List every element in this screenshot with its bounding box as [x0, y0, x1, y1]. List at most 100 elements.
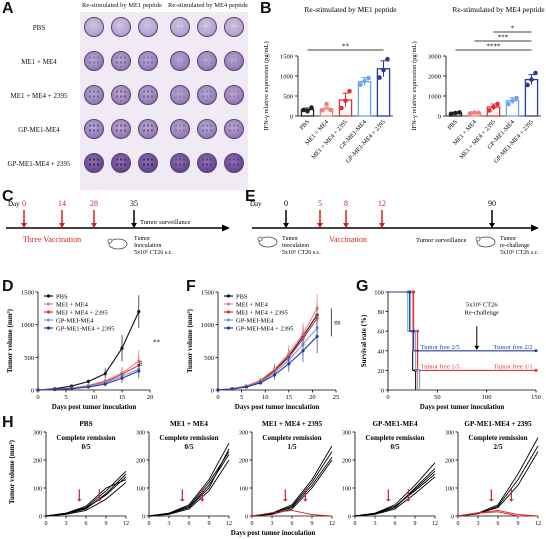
x-tick-label: 12 [123, 521, 129, 527]
elispot-well [111, 119, 131, 139]
data-point [137, 310, 141, 314]
legend-marker [226, 326, 231, 330]
rechallenge-label: Re-challenge [465, 310, 499, 317]
vaccination-arrowhead [508, 499, 514, 502]
x-tick-label: 3 [374, 521, 377, 527]
data-point [377, 75, 382, 80]
mouse-ear-icon [475, 236, 481, 242]
x-axis-label: Days post tumor inoculation [52, 403, 137, 411]
remission-label: Complete remission [468, 434, 527, 442]
x-tick-label: 0 [45, 521, 48, 527]
vaccination-arrowhead [199, 499, 205, 502]
legend-label: MEI + ME4 [236, 301, 269, 308]
individual-curve [148, 442, 230, 517]
inoculation-label: Tumor [134, 236, 150, 242]
elispot-header-me4: Re-stimulated by ME4 peptide [168, 2, 248, 9]
legend-marker [46, 310, 51, 314]
elispot-well [170, 17, 190, 37]
data-point [53, 387, 57, 392]
individual-curve [457, 511, 538, 517]
individual-curve [251, 509, 333, 517]
vaccination-arrowhead [405, 499, 411, 502]
data-point [412, 290, 416, 294]
elispot-row-label: GP-ME1-ME4 + 2395 [7, 160, 71, 168]
timeline-arrowhead [131, 223, 137, 228]
timeline-e-group: Day 0 5 8 12 90 Vaccination Tumor surveillance T… [250, 199, 539, 256]
x-tick-label: 9 [208, 521, 211, 527]
data-point [408, 290, 412, 294]
tumor-free-label: Tumor free 1/1 [494, 363, 533, 370]
subplot-title: GP-ME1-ME4 [372, 420, 418, 428]
y-tick-label: 0 [245, 515, 248, 521]
day-value: 0 [22, 199, 26, 208]
x-tick-label: 5 [64, 394, 67, 401]
y-tick-label: 300 [445, 431, 454, 437]
data-point [476, 110, 481, 116]
vaccination-arrowhead [96, 499, 102, 502]
x-tick-label: 20 [309, 394, 316, 401]
x-tick-label: 6 [291, 521, 294, 527]
vaccination-label: Three Vaccination [23, 235, 81, 244]
data-point [301, 107, 306, 113]
y-tick-label: 200 [136, 459, 145, 465]
elispot-well [111, 51, 131, 71]
data-point [103, 382, 107, 386]
y-tick-label: 100 [33, 487, 42, 493]
y-tick-label: 1500 [201, 290, 214, 297]
x-axis-label: Days post tumor inoculation [235, 403, 320, 411]
vaccination-label: Vaccination [329, 235, 367, 244]
individual-curve [251, 459, 333, 517]
data-point [347, 88, 352, 94]
data-point [328, 107, 333, 113]
y-tick-label: 100 [136, 487, 145, 493]
y-tick-label: 60 [378, 329, 385, 336]
x-tick-label: 20 [147, 394, 154, 401]
significance-label: ** [342, 43, 350, 51]
legend-marker [46, 294, 51, 298]
significance-label: **** [487, 43, 502, 51]
data-point [86, 385, 90, 389]
legend-label: GP-MEI-ME4 + 2395 [236, 325, 293, 332]
data-point [412, 329, 416, 333]
timeline-arrowhead [21, 223, 27, 228]
y-tick-label: 100 [342, 487, 351, 493]
data-point [216, 388, 220, 392]
rechallenge-label: 5x10⁵ CT26 [466, 302, 498, 309]
inoculation-label: Tumor [282, 236, 298, 242]
mouse-icon [258, 236, 278, 248]
legend-label: GP-MEI-ME4 [56, 317, 94, 324]
data-point [137, 369, 141, 373]
x-tick-label: 9 [517, 521, 520, 527]
x-tick-label: 150 [531, 394, 541, 401]
panel-letter-a: A [2, 0, 14, 17]
x-tick-label: PBS [298, 118, 311, 131]
y-tick-label: 200 [239, 459, 248, 465]
data-point [529, 77, 534, 82]
individual-curve [148, 448, 230, 517]
y-tick-label: 300 [239, 431, 248, 437]
y-tick-label: 80 [378, 309, 385, 316]
timeline-arrowhead [531, 224, 539, 232]
data-point [472, 110, 477, 115]
timeline-e: Day 0 5 8 12 90 Vaccination Tumor surveillance T… [250, 199, 539, 256]
day-value: 5 [318, 199, 322, 208]
surveillance-label: Tumor surveillance [416, 237, 467, 244]
timeline-arrowhead [317, 223, 323, 228]
y-tick-label: 300 [136, 431, 145, 437]
data-point [495, 101, 500, 107]
elispot-well [224, 17, 244, 37]
y-axis-label: Tumor volume (mm³) [186, 308, 194, 373]
y-axis-label: Survival rate (%) [360, 314, 368, 367]
subplot-title: ME1 + ME4 + 2395 [262, 420, 323, 428]
panel-letter-e: E [245, 188, 256, 205]
x-tick-label: 9 [311, 521, 314, 527]
growth-chart-group: 0 5 10 15 20 25 0 500 1000 1500 Days post tumor in… [186, 290, 341, 412]
tumor-free-label: Tumor free 2/2 [494, 344, 533, 351]
individual-curve [251, 451, 333, 517]
x-axis-label: Days post tumor inoculation [231, 529, 316, 537]
data-point [120, 346, 124, 350]
y-tick-label: 0 [211, 388, 214, 395]
individual-curve [251, 445, 333, 517]
x-tick-label: 6 [497, 521, 500, 527]
